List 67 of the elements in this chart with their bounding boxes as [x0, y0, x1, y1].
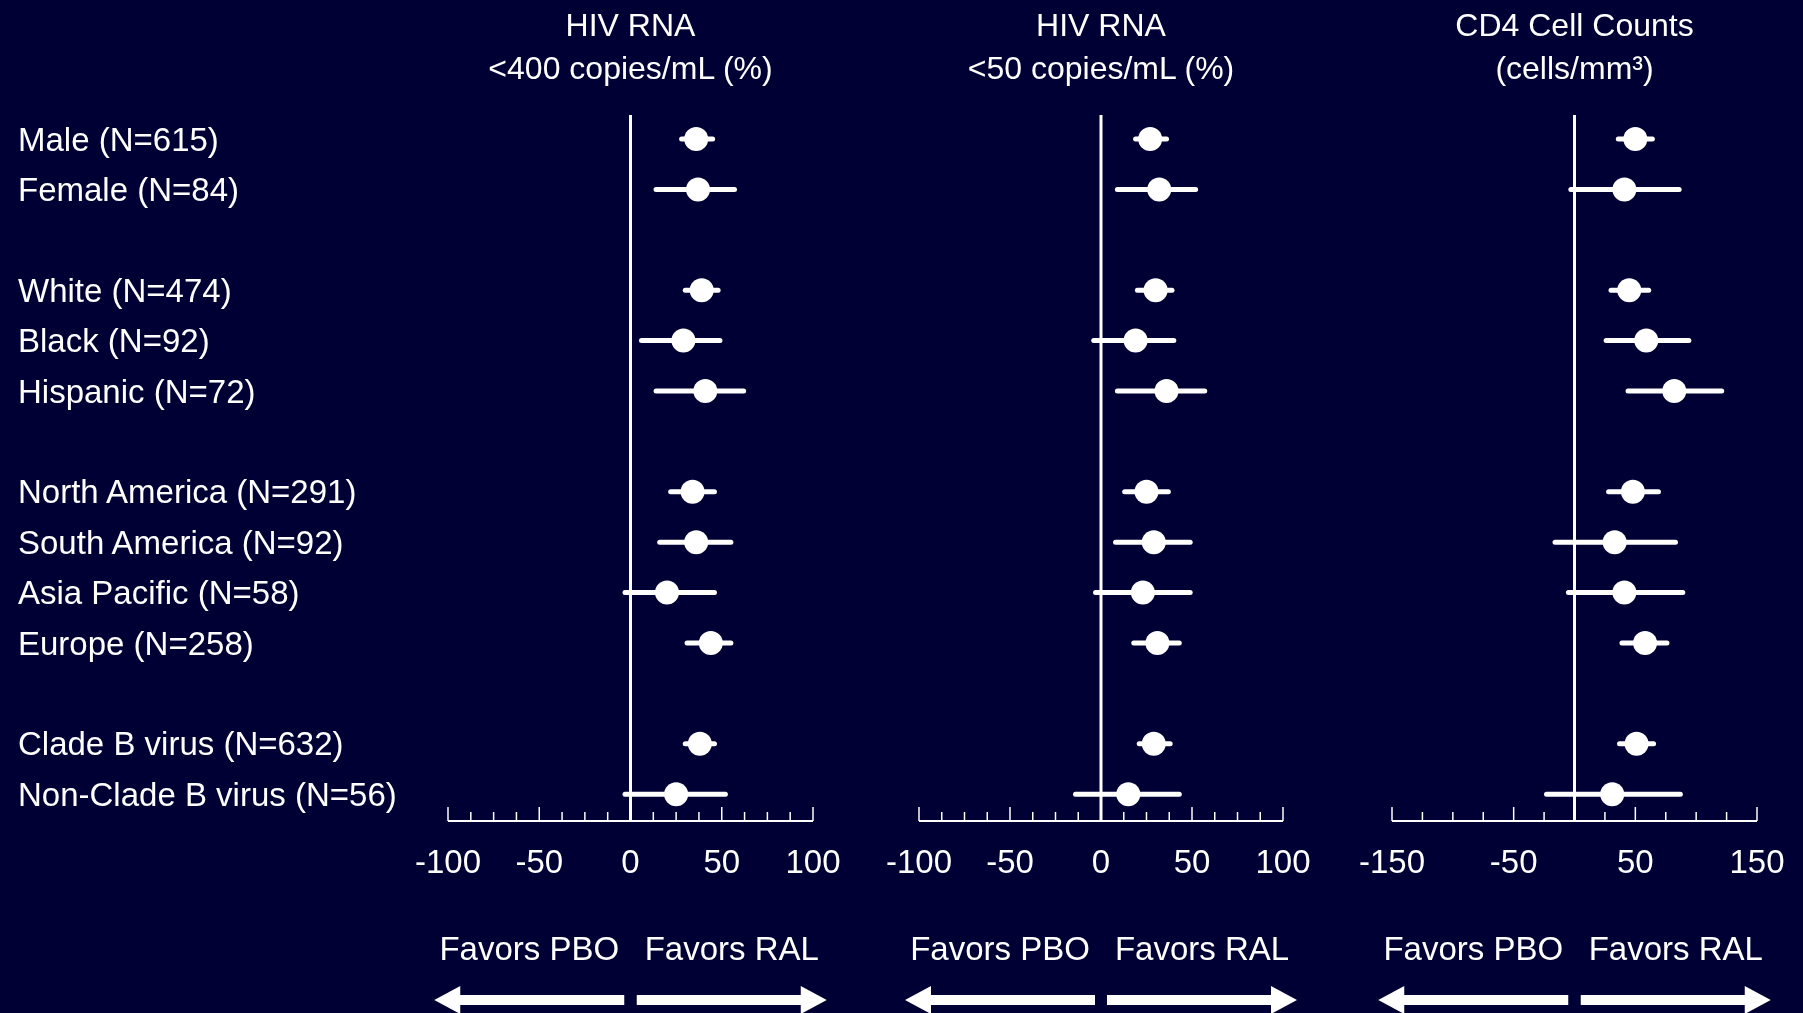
x-tick-label: 0 — [1091, 843, 1111, 880]
y-tick-label: Male (N=615) — [18, 120, 219, 158]
point — [1612, 177, 1637, 202]
point — [1617, 278, 1642, 303]
y-tick-label: Hispanic (N=72) — [18, 372, 256, 410]
x-tick-label: 0 — [621, 843, 640, 880]
point — [1620, 479, 1645, 504]
point — [1141, 731, 1166, 756]
chart-title: CD4 Cell Counts (cells/mm³) — [1455, 7, 1694, 86]
point — [1123, 328, 1148, 353]
point — [684, 530, 709, 555]
y-tick-label: North America (N=291) — [18, 473, 357, 511]
x-tick-label: -50 — [986, 843, 1034, 880]
point — [1624, 731, 1649, 756]
y-tick-label: Non-Clade B virus (N=56) — [18, 775, 397, 813]
chart-title: HIV RNA <50 copies/mL (%) — [967, 7, 1235, 86]
point — [1602, 530, 1627, 555]
point — [1612, 580, 1637, 605]
x-tick-label: 50 — [703, 843, 741, 880]
point — [693, 379, 718, 403]
point — [1130, 580, 1155, 605]
x-tick-label: -50 — [515, 843, 564, 880]
x-tick-label: 100 — [1255, 843, 1311, 880]
point — [698, 631, 723, 655]
point — [664, 782, 689, 807]
x-tick-label: -100 — [414, 843, 482, 880]
point — [655, 580, 679, 605]
point — [1147, 177, 1172, 202]
x-tick-label: -150 — [1358, 843, 1426, 880]
y-tick-label: South America (N=92) — [18, 523, 344, 561]
point — [686, 177, 711, 202]
text: Favors PBO — [1383, 930, 1564, 967]
point — [1145, 631, 1170, 655]
point — [689, 278, 714, 303]
text: Favors RAL — [1114, 930, 1290, 967]
y-tick-label: Female (N=84) — [18, 170, 239, 208]
point — [687, 731, 712, 756]
point — [1138, 127, 1163, 151]
y-tick-label: Asia Pacific (N=58) — [18, 574, 300, 612]
point — [1141, 530, 1166, 555]
y-tick-label: Black (N=92) — [18, 322, 210, 360]
point — [1154, 379, 1179, 403]
point — [1633, 631, 1658, 655]
point — [1600, 782, 1625, 807]
text: Favors RAL — [644, 930, 819, 967]
point — [671, 328, 696, 353]
text: Favors PBO — [910, 930, 1090, 967]
point — [1634, 328, 1659, 353]
point — [680, 479, 705, 504]
x-tick-label: 100 — [785, 843, 841, 880]
point — [684, 127, 709, 151]
chart-title: HIV RNA <400 copies/mL (%) — [488, 7, 773, 86]
y-tick-label: Europe (N=258) — [18, 624, 254, 662]
point — [1662, 379, 1687, 403]
text: Favors RAL — [1588, 930, 1763, 967]
x-tick-label: 150 — [1729, 843, 1785, 880]
x-tick-label: 50 — [1616, 843, 1654, 880]
text: Favors PBO — [439, 930, 620, 967]
y-tick-label: White (N=474) — [18, 271, 232, 309]
point — [1134, 479, 1159, 504]
x-tick-label: -50 — [1489, 843, 1538, 880]
point — [1623, 127, 1648, 151]
x-tick-label: 50 — [1173, 843, 1211, 880]
y-tick-label: Clade B virus (N=632) — [18, 725, 344, 763]
point — [1116, 782, 1141, 807]
point — [1143, 278, 1168, 303]
x-tick-label: -100 — [885, 843, 953, 880]
